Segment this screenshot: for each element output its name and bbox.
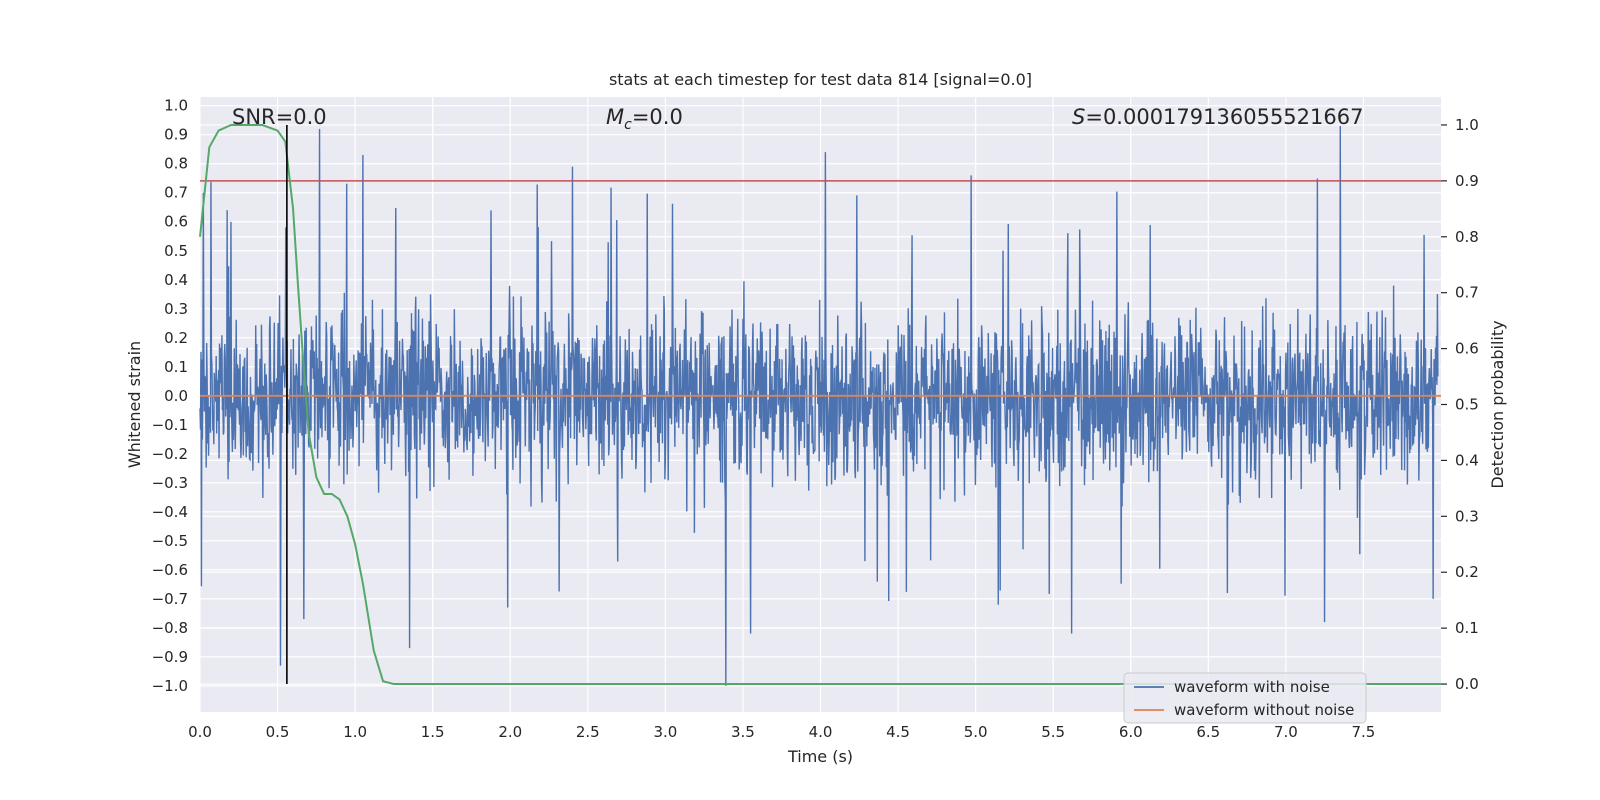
right-y-tick-label: 0.8 <box>1455 228 1479 246</box>
x-axis-ticks: 0.0 0.5 1.0 1.5 2.0 2.5 3.0 3.5 4.0 4.5 5.0 5.5 6.0 6… <box>188 723 1375 741</box>
legend: waveform with noise waveform without noi… <box>1123 672 1367 724</box>
left-y-tick-label: 1.0 <box>164 97 188 115</box>
chirp-mass-symbol: M <box>606 105 624 129</box>
right-y-tick-label: 0.6 <box>1455 340 1479 358</box>
left-y-tick-label: 0.9 <box>164 126 188 144</box>
score-value: =0.000179136055521667 <box>1085 105 1363 129</box>
left-y-tick-label: 0.7 <box>164 184 188 202</box>
x-tick-label: 6.5 <box>1196 723 1220 741</box>
left-y-axis-label: Whitened strain <box>125 341 144 468</box>
chirp-mass-value: =0.0 <box>632 105 683 129</box>
snr-annotation: SNR=0.0 <box>232 105 327 129</box>
right-y-tick-label: 0.7 <box>1455 284 1479 302</box>
legend-label-waveform-without-noise: waveform without noise <box>1174 701 1354 719</box>
right-y-tick-label: 0.1 <box>1455 619 1479 637</box>
chart-title: stats at each timestep for test data 814… <box>609 70 1032 89</box>
x-tick-label: 2.0 <box>498 723 522 741</box>
x-axis-label: Time (s) <box>787 747 853 766</box>
right-y-axis-label: Detection probability <box>1488 320 1507 488</box>
x-tick-label: 1.0 <box>343 723 367 741</box>
chirp-mass-subscript: c <box>624 117 632 133</box>
chirp-mass-annotation: Mc=0.0 <box>606 105 683 133</box>
left-y-tick-label: −0.2 <box>152 445 188 463</box>
x-tick-label: 7.0 <box>1274 723 1298 741</box>
left-y-tick-label: 0.2 <box>164 329 188 347</box>
right-y-axis-ticks: 1.0 0.9 0.8 0.7 0.6 0.5 0.4 0.3 0.2 0.1 0.0 <box>1441 116 1479 693</box>
right-y-tick-label: 0.3 <box>1455 507 1479 525</box>
x-tick-label: 3.5 <box>731 723 755 741</box>
x-tick-label: 2.5 <box>576 723 600 741</box>
x-tick-label: 5.5 <box>1041 723 1065 741</box>
detection-probability-line <box>199 123 1441 686</box>
left-y-tick-label: 0.4 <box>164 271 188 289</box>
legend-box <box>1123 672 1367 724</box>
x-tick-label: 0.5 <box>266 723 290 741</box>
x-tick-label: 7.5 <box>1352 723 1376 741</box>
left-y-tick-label: −0.6 <box>152 561 188 579</box>
left-y-tick-label: −0.4 <box>152 503 188 521</box>
score-symbol: S <box>1072 105 1085 129</box>
right-y-tick-label: 0.0 <box>1455 675 1479 693</box>
x-tick-label: 0.0 <box>188 723 212 741</box>
left-y-tick-label: 0.6 <box>164 213 188 231</box>
left-y-tick-label: −0.1 <box>152 416 188 434</box>
left-y-tick-label: 0.3 <box>164 300 188 318</box>
x-tick-label: 5.0 <box>964 723 988 741</box>
x-tick-label: 3.0 <box>653 723 677 741</box>
left-y-tick-label: −0.9 <box>152 648 188 666</box>
x-tick-label: 6.0 <box>1119 723 1143 741</box>
left-y-tick-label: 0.0 <box>164 387 188 405</box>
left-y-tick-label: −0.3 <box>152 474 188 492</box>
x-tick-label: 4.5 <box>886 723 910 741</box>
left-y-tick-label: 0.8 <box>164 155 188 173</box>
left-y-tick-label: 0.5 <box>164 242 188 260</box>
left-y-tick-label: −1.0 <box>152 677 188 695</box>
left-y-tick-label: 0.1 <box>164 358 188 376</box>
left-y-tick-label: −0.7 <box>152 590 188 608</box>
right-y-tick-label: 0.5 <box>1455 396 1479 414</box>
left-y-tick-label: −0.8 <box>152 619 188 637</box>
right-y-tick-label: 0.2 <box>1455 563 1479 581</box>
x-tick-label: 4.0 <box>809 723 833 741</box>
left-y-axis-ticks: 1.0 0.9 0.8 0.7 0.6 0.5 0.4 0.3 0.2 0.1 0.0 −0.1 −0.… <box>152 97 188 695</box>
right-y-tick-label: 0.4 <box>1455 451 1479 469</box>
score-annotation: S=0.000179136055521667 <box>1072 105 1363 129</box>
left-y-tick-label: −0.5 <box>152 532 188 550</box>
right-y-tick-label: 0.9 <box>1455 172 1479 190</box>
legend-label-waveform-with-noise: waveform with noise <box>1174 678 1330 696</box>
right-y-tick-label: 1.0 <box>1455 116 1479 134</box>
x-tick-label: 1.5 <box>421 723 445 741</box>
